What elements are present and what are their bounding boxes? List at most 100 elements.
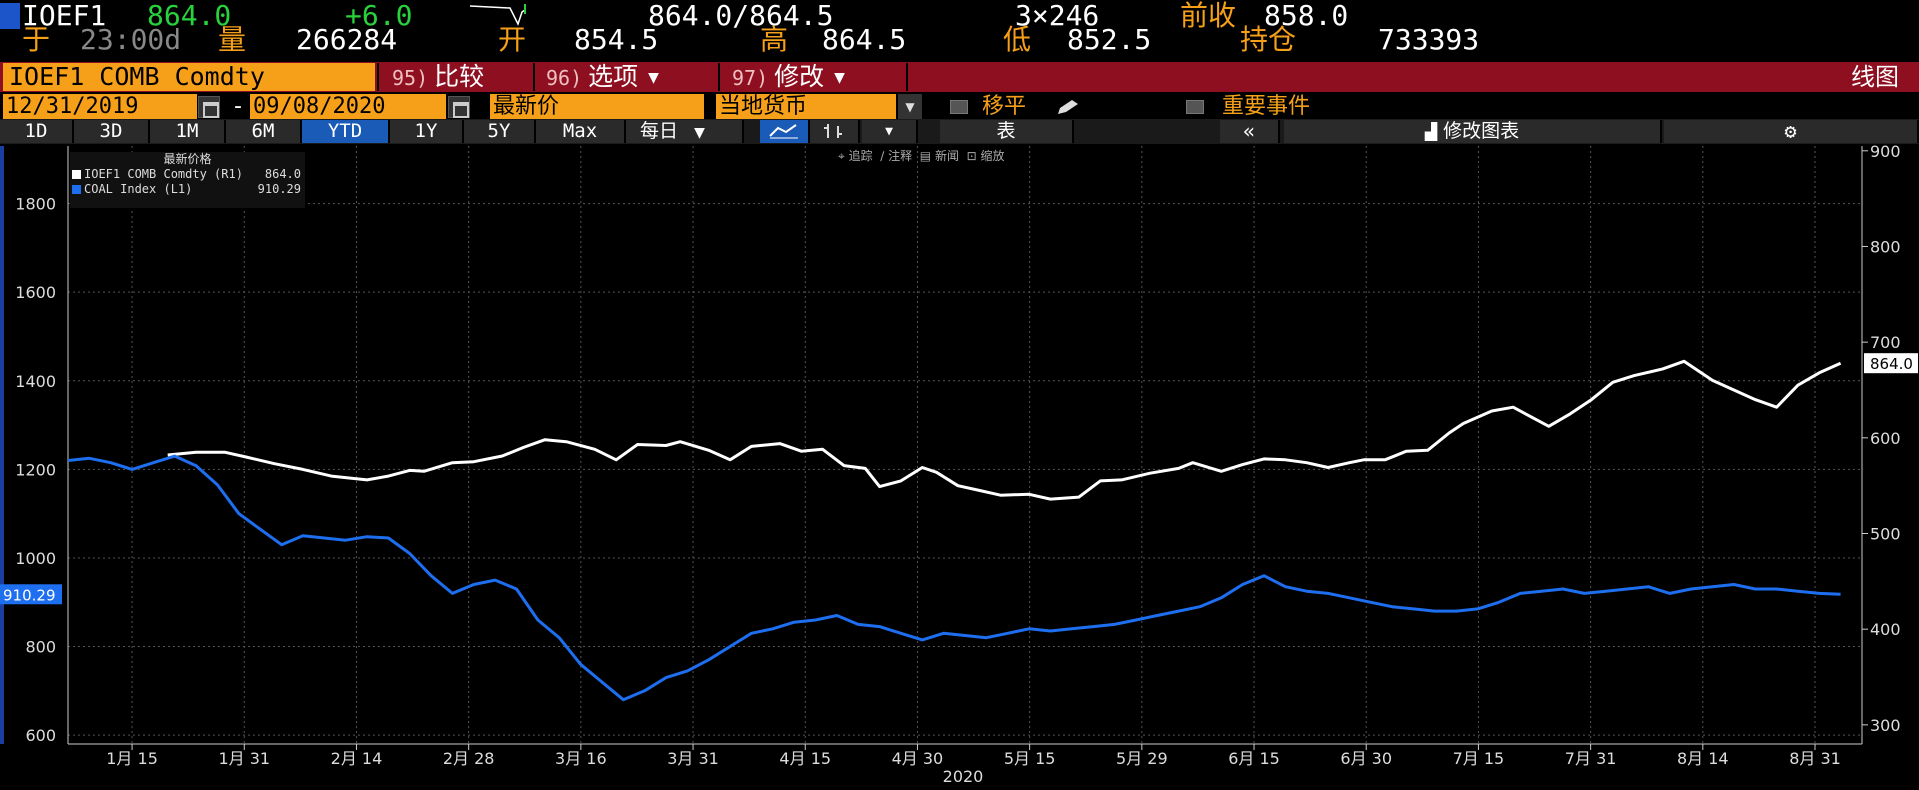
field-select[interactable]: 最新价	[490, 94, 704, 120]
events-checkbox[interactable]	[1186, 100, 1204, 114]
compare-label: 比较	[434, 62, 485, 91]
pencil-icon[interactable]: ∕	[880, 149, 885, 163]
collapse-chevron-icon[interactable]: «	[1220, 120, 1280, 143]
y-left-tick-label: 1400	[15, 372, 56, 391]
x-tick-label: 4月 15	[779, 749, 831, 768]
edit-chart-label: 修改图表	[1443, 120, 1520, 142]
crosshair-icon[interactable]: ⌖	[838, 149, 845, 163]
track-tool[interactable]: 追踪	[848, 149, 873, 163]
bid-ask-size: 3×246	[1015, 0, 1100, 32]
ticker[interactable]: IOEF1	[22, 0, 107, 32]
period-max[interactable]: Max	[536, 120, 626, 143]
y-right-tick-label: 300	[1870, 716, 1901, 735]
x-tick-label: 3月 16	[555, 749, 607, 768]
x-tick-label: 6月 15	[1228, 749, 1280, 768]
start-date-input[interactable]: 12/31/2019	[3, 94, 197, 120]
moving-average-checkbox[interactable]	[950, 100, 968, 114]
chart-tools: ⌖ 追踪 ∕ 注释 ▤ 新闻 ⊡ 缩放	[838, 147, 1005, 164]
options-number: 96)	[546, 66, 583, 90]
period-5y[interactable]: 5Y	[464, 120, 536, 143]
options-menu[interactable]: 96) 选项 ▼	[546, 63, 659, 91]
line-chart-icon[interactable]	[760, 120, 810, 143]
y-left-tick-label: 1000	[15, 549, 56, 568]
currency-select[interactable]: 当地货币	[716, 94, 896, 120]
prev-close-label: 前收	[1180, 0, 1237, 32]
price-change: +6.0	[345, 0, 413, 32]
news-icon[interactable]: ▤	[919, 149, 932, 163]
zoom-tool[interactable]: 缩放	[980, 149, 1005, 163]
chevron-down-icon[interactable]: ▼	[898, 94, 922, 120]
chart-legend[interactable]: 最新价格 IOEF1 COMB Comdty (R1) 864.0 COAL I…	[70, 152, 305, 208]
end-date-input[interactable]: 09/08/2020	[250, 94, 446, 120]
x-axis-label: 2020	[943, 767, 984, 786]
x-tick-label: 6月 30	[1340, 749, 1392, 768]
prev-close: 858.0	[1264, 0, 1349, 32]
edit-menu[interactable]: 97) 修改 ▼	[732, 63, 845, 91]
frequency-select[interactable]: 每日 ▼	[626, 120, 744, 143]
legend-item-coal[interactable]: COAL Index (L1) 910.29	[70, 182, 305, 197]
y-left-tick-label: 1800	[15, 195, 56, 214]
period-1d[interactable]: 1D	[0, 120, 74, 143]
open-price: 854.5	[574, 23, 659, 56]
line-chart[interactable]: 1月 15 1月 31 2月 14 2月 28 3月 16 3月 31 4月 15 4月 30…	[0, 144, 1919, 790]
news-tool[interactable]: 新闻	[934, 149, 959, 163]
y-left-tick-label: 600	[25, 726, 56, 745]
moving-average-label: 移平	[982, 94, 1027, 119]
y-right-tick-label: 500	[1870, 525, 1901, 544]
x-tick-label: 5月 15	[1004, 749, 1056, 768]
chevron-down-icon: ▼	[834, 70, 845, 86]
last-value-tag-coal	[0, 584, 62, 605]
divider	[906, 63, 908, 91]
legend-item-iron-ore[interactable]: IOEF1 COMB Comdty (R1) 864.0	[70, 167, 305, 182]
x-tick-label: 1月 15	[106, 749, 158, 768]
open-label: 开	[498, 23, 527, 56]
volume: 266284	[296, 23, 398, 56]
security-input[interactable]: IOEF1 COMB Comdty	[3, 63, 375, 91]
gear-icon[interactable]: ⚙	[1664, 120, 1919, 143]
last-value-label-iron-ore: 864.0	[1870, 355, 1913, 373]
calendar-icon[interactable]	[198, 96, 220, 118]
edit-chart-button[interactable]: ▟ 修改图表	[1284, 120, 1662, 143]
compare-button[interactable]: 95) 比较	[392, 63, 484, 91]
high-label: 高	[760, 23, 789, 56]
period-ytd[interactable]: YTD	[302, 120, 390, 143]
compare-number: 95)	[392, 66, 429, 90]
y-left-tick-label: 800	[25, 638, 56, 657]
options-label: 选项	[588, 62, 639, 91]
legend-name-coal: COAL Index (L1)	[84, 182, 193, 196]
period-6m[interactable]: 6M	[226, 120, 302, 143]
zoom-icon[interactable]: ⊡	[966, 149, 977, 163]
date-separator: -	[234, 94, 242, 119]
pencil-icon[interactable]	[1056, 98, 1082, 116]
legend-swatch-iron-ore	[72, 170, 81, 179]
last-price: 864.0	[147, 0, 232, 32]
frequency-label: 每日	[640, 120, 679, 142]
annotate-tool[interactable]: 注释	[888, 149, 913, 163]
bar-chart-icon[interactable]	[810, 120, 860, 143]
x-tick-label: 4月 30	[892, 749, 944, 768]
axis-left-strip	[0, 146, 4, 744]
y-right-tick-label: 400	[1870, 620, 1901, 639]
series-line-iron-ore	[167, 359, 1842, 501]
y-left-tick-label: 1600	[15, 283, 56, 302]
last-value-label-coal: 910.29	[3, 586, 56, 604]
period-1y[interactable]: 1Y	[390, 120, 464, 143]
x-tick-label: 5月 29	[1116, 749, 1168, 768]
x-tick-label: 7月 31	[1565, 749, 1617, 768]
table-button[interactable]: 表	[940, 120, 1074, 143]
open-interest-label: 持仓	[1240, 23, 1297, 56]
period-1m[interactable]: 1M	[150, 120, 226, 143]
y-right-tick-label: 600	[1870, 429, 1901, 448]
chart-edit-icon: ▟	[1424, 122, 1438, 141]
x-tick-label: 7月 15	[1453, 749, 1505, 768]
quote-row-2: 于 23:00d 量 266284 开 854.5 高 864.5 低 852.…	[0, 24, 1919, 55]
legend-name-iron-ore: IOEF1 COMB Comdty (R1)	[84, 167, 243, 181]
calendar-icon[interactable]	[448, 96, 470, 118]
x-tick-label: 8月 31	[1789, 749, 1841, 768]
period-3d[interactable]: 3D	[74, 120, 150, 143]
low-price: 852.5	[1067, 23, 1152, 56]
chevron-down-icon[interactable]: ▼	[862, 120, 918, 143]
legend-title: 最新价格	[163, 152, 212, 166]
y-left-tick-label: 1200	[15, 460, 56, 479]
legend-value-iron-ore: 864.0	[264, 167, 301, 181]
